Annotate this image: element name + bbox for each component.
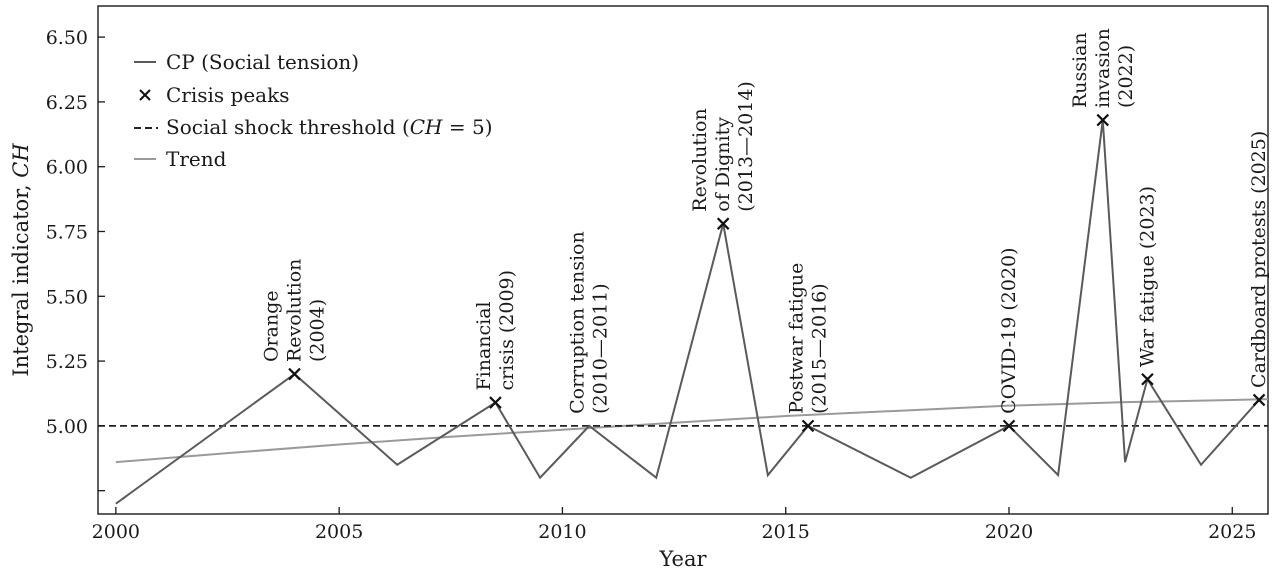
annotation-covid-19-2020: COVID-19 (2020) bbox=[998, 247, 1020, 413]
annotation-text: OrangeRevolution(2004) bbox=[260, 259, 328, 362]
annotation-line: COVID-19 (2020) bbox=[998, 247, 1020, 413]
x-tick-label: 2015 bbox=[762, 521, 810, 543]
crisis-peak-marker bbox=[1252, 393, 1266, 407]
annotation-financial-crisis-2009: Financialcrisis (2009) bbox=[473, 270, 518, 391]
trend-layer bbox=[115, 398, 1269, 464]
annotation-line: crisis (2009) bbox=[496, 270, 518, 391]
annotation-text: Financialcrisis (2009) bbox=[473, 270, 518, 391]
annotation-line: Revolution bbox=[689, 108, 711, 211]
annotation-postwar-fatigue-2015-2016: Postwar fatigue(2015—2016) bbox=[786, 263, 831, 414]
crisis-peak-marker bbox=[1141, 372, 1154, 386]
y-tick-label: 5.25 bbox=[46, 351, 88, 373]
legend-threshold-tail: = 5) bbox=[443, 115, 493, 139]
crisis-peak-marker bbox=[801, 419, 815, 433]
annotation-line: (2010—2011) bbox=[590, 283, 612, 414]
x-tick-label: 2010 bbox=[538, 521, 586, 543]
y-axis-title-italic: CH bbox=[9, 143, 33, 178]
legend-swatch-peak-x bbox=[139, 89, 151, 101]
tick-layer: 2000 2005 2010 2015 2020 2025 5.00 5.25 5.50 5.75… bbox=[46, 27, 1257, 543]
legend-label-threshold: Social shock threshold (CH = 5) bbox=[166, 115, 493, 139]
x-tick-label: 2005 bbox=[315, 521, 363, 543]
annotation-line: (2004) bbox=[306, 299, 328, 362]
x-tick-label: 2025 bbox=[1208, 521, 1256, 543]
legend-threshold-text: Social shock threshold ( bbox=[166, 115, 410, 139]
annotation-text: Postwar fatigue(2015—2016) bbox=[786, 263, 831, 414]
annotation-line: Financial bbox=[473, 301, 495, 390]
legend-label-cp: CP (Social tension) bbox=[166, 50, 359, 74]
legend: CP (Social tension) Crisis peaks Social … bbox=[134, 50, 493, 171]
y-tick-label: 6.25 bbox=[46, 92, 88, 114]
annotation-text: COVID-19 (2020) bbox=[998, 247, 1020, 413]
legend-threshold-italic: CH bbox=[410, 115, 443, 139]
annotation-line: (2015—2016) bbox=[809, 283, 831, 414]
series-trend-line bbox=[115, 398, 1269, 464]
annotation-revolution-of-dignity-2013-2014: Revolutionof Dignity(2013—2014) bbox=[689, 81, 757, 212]
annotation-corruption-tension-2010-2011: Corruption tension(2010—2011) bbox=[567, 231, 612, 414]
annotation-russian-invasion-2022: Russianinvasion(2022) bbox=[1069, 28, 1137, 108]
crisis-peak-marker bbox=[288, 367, 301, 381]
annotation-text: Cardboard protests (2025) bbox=[1248, 131, 1270, 388]
crisis-peak-marker bbox=[489, 396, 502, 409]
y-axis-title: Integral indicator, CH bbox=[9, 143, 33, 377]
y-tick-label: 5.75 bbox=[46, 221, 88, 243]
annotation-line: Russian bbox=[1069, 32, 1091, 108]
annotation-line: Orange bbox=[260, 290, 282, 362]
annotation-text: Corruption tension(2010—2011) bbox=[567, 231, 612, 414]
y-tick-label: 5.50 bbox=[46, 286, 88, 308]
annotation-cardboard-protests-2025: Cardboard protests (2025) bbox=[1248, 131, 1270, 388]
series-layer bbox=[115, 119, 1260, 505]
y-tick-label: 5.00 bbox=[46, 416, 88, 438]
annotation-orange-revolution-2004: OrangeRevolution(2004) bbox=[260, 259, 328, 362]
annotation-line: (2022) bbox=[1115, 45, 1137, 108]
annotation-line: Revolution bbox=[283, 259, 305, 362]
y-tick-label: 6.00 bbox=[46, 157, 88, 179]
plot-area: 2000 2005 2010 2015 2020 2025 5.00 5.25 5.50 5.75… bbox=[46, 5, 1270, 543]
annotation-text: War fatigue (2023) bbox=[1136, 186, 1158, 367]
annotation-line: Corruption tension bbox=[567, 231, 589, 414]
annotation-line: War fatigue (2023) bbox=[1136, 186, 1158, 367]
x-axis-title: Year bbox=[658, 547, 707, 571]
annotation-war-fatigue-2023: War fatigue (2023) bbox=[1136, 186, 1158, 367]
annotation-line: of Dignity bbox=[712, 117, 734, 212]
legend-label-trend: Trend bbox=[166, 147, 227, 171]
x-tick-label: 2000 bbox=[92, 521, 140, 543]
annotation-line: Cardboard protests (2025) bbox=[1248, 131, 1270, 388]
plot-frame bbox=[97, 5, 1269, 515]
x-tick-label: 2020 bbox=[985, 521, 1033, 543]
series-cp-line bbox=[115, 119, 1260, 505]
annotation-text: Russianinvasion(2022) bbox=[1069, 28, 1137, 108]
annotation-line: Postwar fatigue bbox=[786, 263, 808, 414]
crisis-peak-marker bbox=[1096, 113, 1110, 127]
crisis-peak-marker bbox=[1002, 419, 1016, 433]
annotation-line: (2013—2014) bbox=[735, 81, 757, 212]
legend-label-peaks: Crisis peaks bbox=[166, 83, 290, 107]
annotation-layer: OrangeRevolution(2004) Financialcrisis (2… bbox=[260, 28, 1270, 414]
y-tick-label: 6.50 bbox=[46, 27, 88, 49]
annotation-line: invasion bbox=[1092, 28, 1114, 108]
y-axis-title-main: Integral indicator, bbox=[9, 178, 33, 377]
crisis-peak-marker bbox=[716, 217, 730, 230]
marker-layer bbox=[288, 113, 1266, 433]
annotation-text: Revolutionof Dignity(2013—2014) bbox=[689, 81, 757, 212]
